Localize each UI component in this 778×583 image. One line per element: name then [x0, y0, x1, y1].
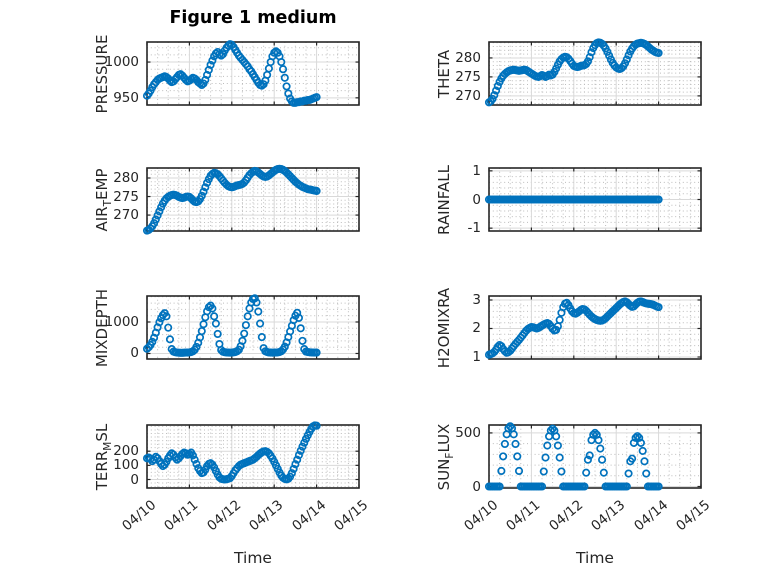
figure-title: Figure 1 medium [169, 8, 337, 28]
y-tick-label: 0 [130, 345, 139, 362]
y-tick-label: 280 [455, 49, 481, 66]
x-axis-label-right: Time [576, 549, 614, 567]
y-tick-label: -1 [467, 220, 481, 237]
y-tick-label: 200 [113, 443, 139, 460]
plot-mixdepth [142, 294, 360, 360]
data-points [484, 422, 663, 491]
plot-sun_flux [484, 422, 702, 491]
plot-rainfall [484, 167, 702, 232]
major-grid [147, 296, 359, 359]
y-tick-label: 275 [113, 188, 139, 205]
y-tick-label: 0 [472, 478, 481, 495]
x-axis-label-left: Time [234, 549, 272, 567]
y-tick-label: 1 [472, 349, 481, 365]
plot-pressure [142, 40, 360, 107]
y-axis-label-terr_msl: TERRMSL [93, 423, 114, 490]
y-tick-label: 0 [130, 471, 139, 488]
y-tick-label: 0 [472, 191, 481, 208]
y-axis-label-sun_flux: SUNFLUX [435, 423, 456, 490]
minor-grid [489, 296, 701, 359]
y-tick-label: 270 [113, 207, 139, 224]
plot-h2omixra [484, 295, 702, 360]
data-points [142, 421, 321, 484]
plot-terr_msl [142, 421, 360, 489]
y-tick-label: 1 [472, 162, 481, 179]
axes-box [488, 295, 702, 360]
y-tick-label: 2 [472, 320, 481, 337]
axes-box [146, 41, 360, 106]
data-points [484, 38, 663, 107]
data-points [142, 294, 321, 357]
data-points [142, 40, 321, 107]
y-tick-label: 3 [472, 291, 481, 308]
y-tick-label: 270 [455, 87, 481, 104]
data-points [484, 297, 663, 359]
y-tick-label: 500 [455, 424, 481, 441]
y-tick-label: 950 [113, 89, 139, 106]
major-grid [489, 42, 701, 105]
y-tick-label: 1000 [104, 54, 139, 71]
data-points [484, 195, 663, 204]
y-tick-label: 275 [455, 68, 481, 85]
y-tick-label: 280 [113, 170, 139, 186]
plot-air_temp [142, 164, 360, 235]
data-points [142, 164, 321, 235]
y-tick-label: 100 [113, 457, 139, 474]
plot-theta [484, 38, 702, 107]
y-tick-label: 1000 [104, 313, 139, 330]
